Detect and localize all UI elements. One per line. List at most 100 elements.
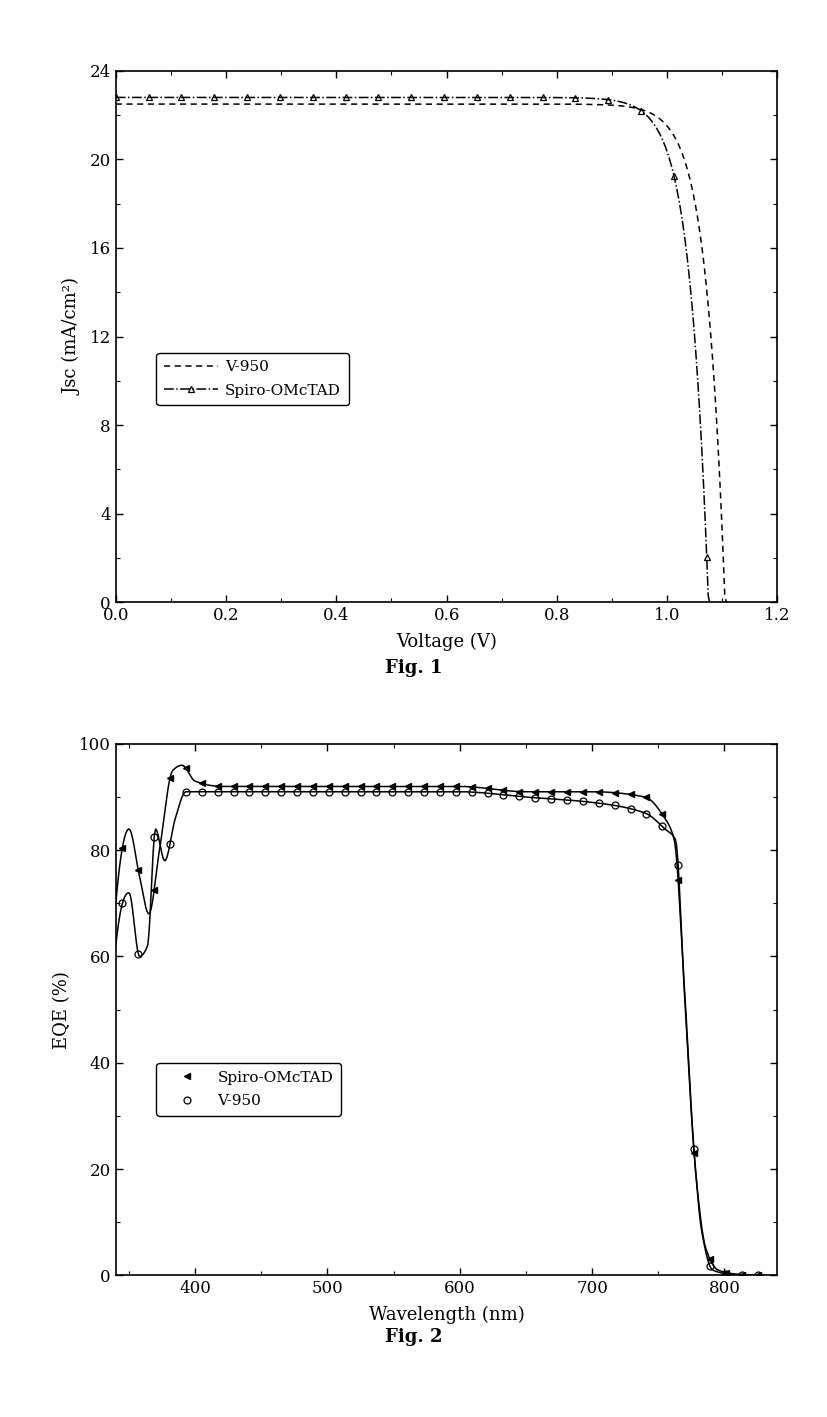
- V-950: [514, 788, 524, 805]
- Spiro-OMcTAD: [308, 778, 318, 795]
- Y-axis label: EQE (%): EQE (%): [53, 971, 71, 1049]
- V-950: [117, 896, 127, 913]
- V-950: [609, 796, 619, 813]
- Spiro-OMcTAD: [705, 1251, 715, 1268]
- Spiro-OMcTAD: [530, 784, 540, 801]
- Spiro-OMcTAD: [625, 786, 635, 803]
- Spiro-OMcTAD: [197, 775, 207, 792]
- V-950: [499, 786, 509, 803]
- Spiro-OMcTAD: [245, 778, 255, 795]
- V-950: [308, 784, 318, 801]
- Spiro-OMcTAD: [514, 784, 524, 801]
- Spiro-OMcTAD: [543, 89, 553, 106]
- Spiro-OMcTAD: [183, 89, 193, 106]
- Spiro-OMcTAD: [347, 89, 356, 106]
- Spiro-OMcTAD: [673, 871, 683, 888]
- V-950: [723, 594, 733, 611]
- V-950: [213, 784, 222, 801]
- V-950: [673, 856, 683, 873]
- V-950: [111, 95, 121, 112]
- Spiro-OMcTAD: [657, 806, 667, 823]
- Spiro-OMcTAD: [165, 769, 175, 786]
- Spiro-OMcTAD: [499, 782, 509, 799]
- V-950: [496, 95, 506, 112]
- V-950: [556, 95, 566, 112]
- V-950: [133, 945, 143, 962]
- Legend: Spiro-OMcTAD, V-950: Spiro-OMcTAD, V-950: [156, 1063, 341, 1115]
- V-950: [642, 805, 652, 822]
- V-950: [530, 789, 540, 806]
- V-950: [552, 95, 562, 112]
- Spiro-OMcTAD: [451, 778, 461, 795]
- Spiro-OMcTAD: [578, 784, 588, 801]
- Spiro-OMcTAD: [213, 778, 222, 795]
- V-950: [594, 795, 604, 812]
- V-950: [292, 784, 302, 801]
- X-axis label: Wavelength (nm): Wavelength (nm): [369, 1305, 524, 1323]
- Spiro-OMcTAD: [305, 89, 315, 106]
- V-950: [625, 801, 635, 818]
- V-950: [562, 792, 572, 809]
- Spiro-OMcTAD: [546, 784, 556, 801]
- V-950: [721, 1265, 731, 1282]
- V-950: [705, 1258, 715, 1275]
- Text: Fig. 2: Fig. 2: [385, 1328, 442, 1346]
- V-950: [657, 818, 667, 835]
- Spiro-OMcTAD: [705, 594, 715, 611]
- V-950: [371, 784, 381, 801]
- V-950: [149, 829, 159, 846]
- Spiro-OMcTAD: [642, 789, 652, 806]
- Spiro-OMcTAD: [371, 778, 381, 795]
- Spiro-OMcTAD: [292, 778, 302, 795]
- V-950: [356, 784, 366, 801]
- V-950: [435, 784, 445, 801]
- Spiro-OMcTAD: [261, 778, 270, 795]
- Spiro-OMcTAD: [609, 784, 619, 801]
- V-950: [165, 835, 175, 852]
- V-950: [451, 784, 461, 801]
- V-950: [404, 784, 414, 801]
- V-950: [546, 791, 556, 808]
- Text: Fig. 1: Fig. 1: [385, 659, 442, 677]
- V-950: [737, 1267, 747, 1284]
- V-950: [245, 784, 255, 801]
- Spiro-OMcTAD: [466, 778, 476, 795]
- Spiro-OMcTAD: [706, 594, 716, 611]
- Spiro-OMcTAD: [340, 778, 350, 795]
- Spiro-OMcTAD: [562, 784, 572, 801]
- Line: Spiro-OMcTAD: Spiro-OMcTAD: [113, 95, 714, 605]
- Spiro-OMcTAD: [111, 89, 121, 106]
- Line: V-950: V-950: [116, 103, 728, 602]
- V-950: [483, 785, 493, 802]
- Spiro-OMcTAD: [419, 778, 429, 795]
- V-950: [578, 794, 588, 811]
- V-950: [419, 784, 429, 801]
- Spiro-OMcTAD: [133, 862, 143, 879]
- Spiro-OMcTAD: [276, 778, 286, 795]
- V-950: [353, 95, 363, 112]
- Legend: V-950, Spiro-OMcTAD: V-950, Spiro-OMcTAD: [156, 353, 349, 405]
- Line: V-950: V-950: [119, 788, 761, 1278]
- V-950: [387, 784, 397, 801]
- V-950: [689, 1141, 699, 1158]
- V-950: [261, 784, 270, 801]
- V-950: [340, 784, 350, 801]
- Line: Spiro-OMcTAD: Spiro-OMcTAD: [119, 765, 761, 1278]
- V-950: [721, 594, 731, 611]
- V-950: [753, 1267, 762, 1284]
- Spiro-OMcTAD: [117, 839, 127, 856]
- V-950: [184, 95, 194, 112]
- Y-axis label: Jsc (mA/cm²): Jsc (mA/cm²): [63, 278, 81, 395]
- Spiro-OMcTAD: [404, 778, 414, 795]
- Spiro-OMcTAD: [594, 784, 604, 801]
- X-axis label: Voltage (V): Voltage (V): [396, 632, 497, 650]
- Spiro-OMcTAD: [181, 760, 191, 777]
- V-950: [276, 784, 286, 801]
- Spiro-OMcTAD: [721, 1264, 731, 1281]
- Spiro-OMcTAD: [228, 778, 238, 795]
- V-950: [466, 784, 476, 801]
- Spiro-OMcTAD: [541, 89, 551, 106]
- Spiro-OMcTAD: [387, 778, 397, 795]
- Spiro-OMcTAD: [753, 1267, 762, 1284]
- Spiro-OMcTAD: [149, 881, 159, 898]
